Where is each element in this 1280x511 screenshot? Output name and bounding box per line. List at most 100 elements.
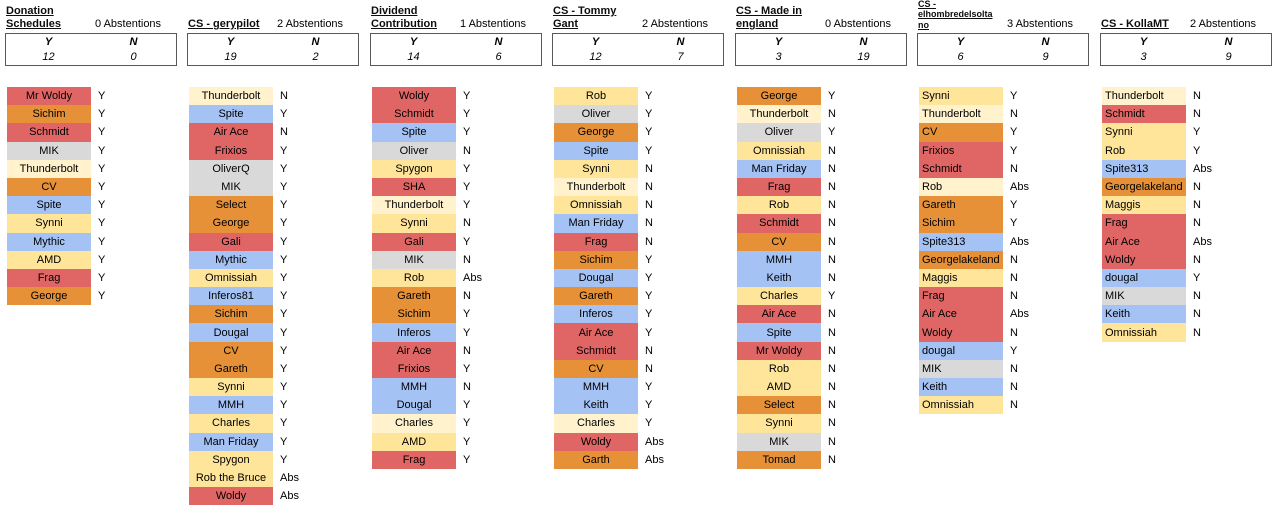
voter-name-cell[interactable]: Frixios bbox=[189, 141, 273, 160]
voter-name-cell[interactable]: Keith bbox=[1102, 305, 1186, 324]
voter-name-cell[interactable]: CV bbox=[919, 123, 1003, 142]
voter-name-cell[interactable]: Omnissiah bbox=[737, 141, 821, 160]
vote-value-cell[interactable]: N bbox=[645, 362, 653, 375]
voter-name-cell[interactable]: Omnissiah bbox=[1102, 323, 1186, 342]
voter-name-cell[interactable]: Rob bbox=[737, 196, 821, 215]
voter-name-cell[interactable]: George bbox=[737, 87, 821, 106]
vote-value-cell[interactable]: Y bbox=[463, 435, 471, 448]
vote-value-cell[interactable]: N bbox=[463, 144, 471, 157]
voter-name-cell[interactable]: Omnissiah bbox=[919, 396, 1003, 415]
voter-name-cell[interactable]: Rob bbox=[372, 268, 456, 288]
vote-value-cell[interactable]: Y bbox=[645, 308, 653, 321]
voter-name-cell[interactable]: OliverQ bbox=[189, 159, 273, 178]
vote-value-cell[interactable]: N bbox=[463, 381, 471, 394]
voter-name-cell[interactable]: Schmidt bbox=[737, 214, 821, 233]
vote-value-cell[interactable]: Y bbox=[645, 290, 653, 303]
voter-name-cell[interactable]: Frag bbox=[737, 177, 821, 197]
voter-name-cell[interactable]: Gareth bbox=[372, 287, 456, 306]
voter-name-cell[interactable]: Air Ace bbox=[737, 305, 821, 324]
vote-value-cell[interactable]: Y bbox=[463, 399, 471, 412]
voter-name-cell[interactable]: Spite313 bbox=[919, 232, 1003, 251]
voter-name-cell[interactable]: Spite bbox=[737, 323, 821, 342]
vote-value-cell[interactable]: Y bbox=[463, 235, 471, 248]
vote-value-cell[interactable]: Y bbox=[463, 308, 471, 321]
vote-value-cell[interactable]: N bbox=[828, 181, 836, 194]
vote-value-cell[interactable]: Y bbox=[280, 290, 288, 303]
voter-name-cell[interactable]: Spygon bbox=[372, 159, 456, 178]
vote-value-cell[interactable]: N bbox=[280, 126, 288, 139]
voter-name-cell[interactable]: Synni bbox=[1102, 123, 1186, 142]
vote-value-cell[interactable]: Y bbox=[280, 181, 288, 194]
voter-name-cell[interactable]: Dougal bbox=[554, 268, 638, 288]
vote-value-cell[interactable]: Y bbox=[645, 126, 653, 139]
vote-value-cell[interactable]: N bbox=[828, 435, 836, 448]
vote-value-cell[interactable]: N bbox=[1193, 108, 1201, 121]
voter-name-cell[interactable]: MIK bbox=[737, 432, 821, 451]
vote-value-cell[interactable]: Y bbox=[98, 126, 106, 139]
voter-name-cell[interactable]: Select bbox=[189, 196, 273, 215]
vote-value-cell[interactable]: N bbox=[828, 453, 836, 466]
voter-name-cell[interactable]: Frag bbox=[554, 232, 638, 251]
vote-value-cell[interactable]: Abs bbox=[280, 490, 299, 503]
voter-name-cell[interactable]: Rob bbox=[1102, 141, 1186, 160]
vote-value-cell[interactable]: N bbox=[1010, 326, 1018, 339]
vote-value-cell[interactable]: Y bbox=[645, 144, 653, 157]
vote-value-cell[interactable]: Y bbox=[98, 144, 106, 157]
voter-name-cell[interactable]: CV bbox=[737, 232, 821, 251]
vote-value-cell[interactable]: Y bbox=[645, 381, 653, 394]
voter-name-cell[interactable]: AMD bbox=[372, 432, 456, 451]
vote-value-cell[interactable]: N bbox=[1010, 362, 1018, 375]
vote-value-cell[interactable]: Y bbox=[463, 181, 471, 194]
voter-name-cell[interactable]: Oliver bbox=[372, 141, 456, 160]
vote-value-cell[interactable]: Y bbox=[828, 290, 836, 303]
vote-value-cell[interactable]: Y bbox=[1193, 271, 1201, 284]
vote-value-cell[interactable]: N bbox=[463, 253, 471, 266]
voter-name-cell[interactable]: Gareth bbox=[189, 359, 273, 378]
voter-name-cell[interactable]: George bbox=[7, 287, 91, 306]
voter-name-cell[interactable]: Georgelakeland bbox=[1102, 177, 1186, 197]
vote-value-cell[interactable]: N bbox=[828, 235, 836, 248]
poll-title-link[interactable]: CS - KollaMT bbox=[1101, 18, 1169, 31]
vote-value-cell[interactable]: Y bbox=[1010, 217, 1018, 230]
vote-value-cell[interactable]: N bbox=[828, 271, 836, 284]
voter-name-cell[interactable]: Dougal bbox=[189, 323, 273, 342]
voter-name-cell[interactable]: Frag bbox=[1102, 214, 1186, 233]
vote-value-cell[interactable]: Y bbox=[280, 453, 288, 466]
voter-name-cell[interactable]: Frag bbox=[7, 268, 91, 288]
voter-name-cell[interactable]: Garth bbox=[554, 450, 638, 469]
vote-value-cell[interactable]: Y bbox=[828, 126, 836, 139]
voter-name-cell[interactable]: Man Friday bbox=[554, 214, 638, 233]
vote-value-cell[interactable]: Y bbox=[1010, 144, 1018, 157]
vote-value-cell[interactable]: N bbox=[645, 344, 653, 357]
voter-name-cell[interactable]: Select bbox=[737, 396, 821, 415]
voter-name-cell[interactable]: MMH bbox=[189, 396, 273, 415]
vote-value-cell[interactable]: Y bbox=[463, 453, 471, 466]
voter-name-cell[interactable]: Man Friday bbox=[737, 159, 821, 178]
voter-name-cell[interactable]: Oliver bbox=[737, 123, 821, 142]
voter-name-cell[interactable]: CV bbox=[7, 177, 91, 197]
vote-value-cell[interactable]: N bbox=[1010, 108, 1018, 121]
voter-name-cell[interactable]: George bbox=[189, 214, 273, 233]
vote-value-cell[interactable]: N bbox=[828, 326, 836, 339]
voter-name-cell[interactable]: Schmidt bbox=[554, 341, 638, 360]
voter-name-cell[interactable]: Woldy bbox=[372, 87, 456, 106]
voter-name-cell[interactable]: Woldy bbox=[919, 323, 1003, 342]
voter-name-cell[interactable]: Schmidt bbox=[1102, 105, 1186, 124]
vote-value-cell[interactable]: N bbox=[1193, 199, 1201, 212]
vote-value-cell[interactable]: Abs bbox=[280, 472, 299, 485]
voter-name-cell[interactable]: Thunderbolt bbox=[372, 196, 456, 215]
voter-name-cell[interactable]: Rob bbox=[554, 87, 638, 106]
voter-name-cell[interactable]: Sichim bbox=[7, 105, 91, 124]
vote-value-cell[interactable]: Y bbox=[645, 90, 653, 103]
vote-value-cell[interactable]: N bbox=[1193, 308, 1201, 321]
voter-name-cell[interactable]: Rob bbox=[919, 177, 1003, 197]
vote-value-cell[interactable]: Y bbox=[98, 181, 106, 194]
vote-value-cell[interactable]: Y bbox=[98, 253, 106, 266]
voter-name-cell[interactable]: Mr Woldy bbox=[7, 87, 91, 106]
vote-value-cell[interactable]: Y bbox=[645, 108, 653, 121]
vote-value-cell[interactable]: Y bbox=[828, 90, 836, 103]
voter-name-cell[interactable]: Synni bbox=[554, 159, 638, 178]
voter-name-cell[interactable]: Mythic bbox=[7, 232, 91, 251]
voter-name-cell[interactable]: Man Friday bbox=[189, 432, 273, 451]
voter-name-cell[interactable]: Synni bbox=[189, 378, 273, 397]
